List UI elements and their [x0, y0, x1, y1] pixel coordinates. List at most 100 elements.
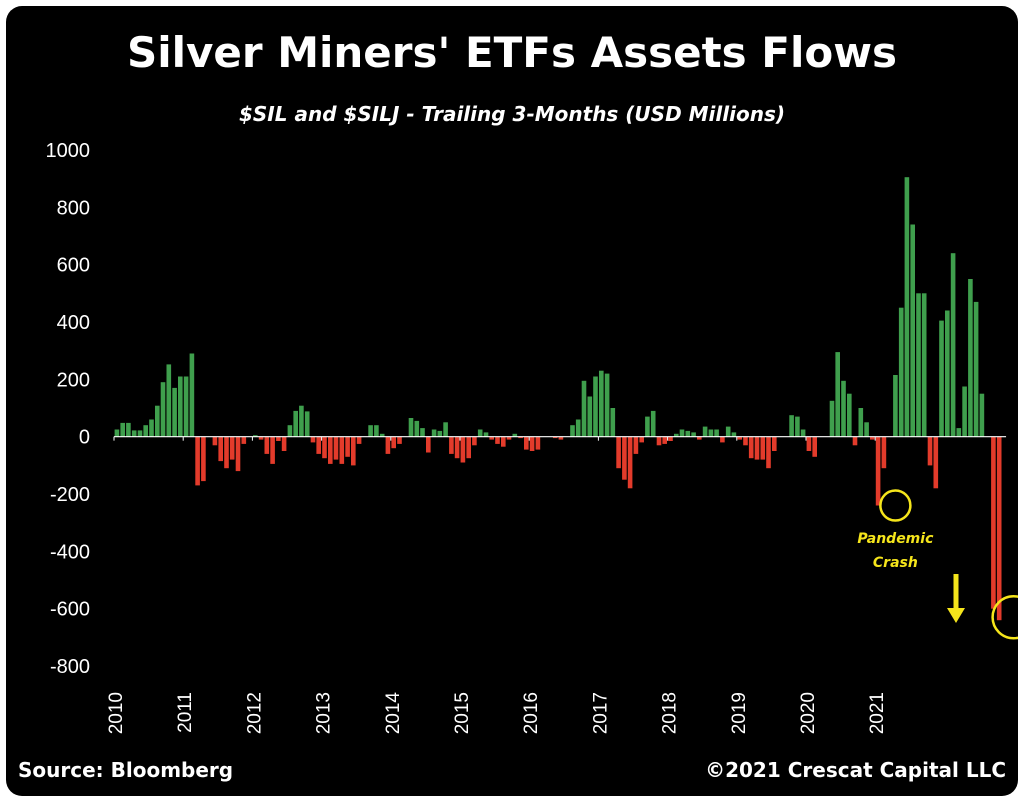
bar	[449, 436, 454, 454]
x-tick-label: 2010	[106, 692, 127, 734]
y-tick-label: 200	[57, 369, 90, 391]
bar	[437, 430, 443, 437]
bar	[674, 433, 679, 437]
bar	[835, 352, 840, 437]
bar	[760, 436, 766, 460]
bar	[391, 436, 396, 449]
bar	[489, 436, 494, 440]
bar	[155, 405, 160, 437]
bar	[841, 380, 846, 437]
bar	[737, 436, 742, 440]
bar	[622, 436, 627, 480]
x-tick-label: 2014	[383, 692, 404, 735]
bar	[570, 425, 575, 437]
bar	[656, 436, 662, 446]
bar	[806, 436, 812, 451]
bar	[800, 429, 806, 437]
bar	[921, 293, 927, 437]
bar	[639, 436, 644, 443]
chart-title: Silver Miners' ETFs Assets Flows	[126, 28, 898, 77]
bar	[898, 307, 904, 437]
bar	[662, 436, 667, 444]
source-label: Source: Bloomberg	[18, 758, 234, 782]
bar	[253, 435, 258, 437]
bar	[518, 436, 523, 439]
bar	[991, 436, 996, 609]
bar	[235, 436, 241, 472]
bar	[973, 301, 979, 437]
bar	[529, 436, 535, 451]
bar	[702, 426, 708, 437]
bar	[962, 386, 967, 437]
bar	[904, 177, 910, 437]
y-tick-label: 1000	[46, 140, 91, 162]
bar	[650, 410, 656, 437]
bar	[143, 425, 148, 437]
bar	[264, 436, 270, 454]
bar	[345, 436, 350, 457]
pandemic-crash-circle	[879, 489, 912, 522]
bar	[599, 370, 604, 437]
y-tick-label: -800	[50, 656, 90, 678]
bar	[201, 436, 206, 482]
bar	[431, 429, 437, 437]
y-tick-label: 800	[57, 197, 90, 219]
bar	[131, 430, 137, 437]
bar	[910, 224, 915, 437]
bar	[645, 416, 650, 437]
bar	[939, 320, 944, 437]
x-tick-label: 2020	[798, 692, 819, 734]
bar	[581, 380, 587, 437]
bar	[714, 429, 719, 437]
bar	[304, 411, 310, 437]
x-tick-label: 2011	[175, 692, 196, 733]
bar	[875, 436, 881, 506]
bar	[789, 415, 794, 437]
bar	[189, 353, 195, 437]
bar	[322, 436, 327, 459]
x-tick-label: 2012	[244, 692, 265, 734]
bar	[927, 436, 933, 466]
bar	[160, 382, 166, 437]
bar	[339, 436, 345, 464]
bar	[212, 436, 218, 446]
bar	[281, 436, 287, 451]
bar	[679, 429, 685, 437]
bar	[374, 425, 379, 437]
bar	[506, 436, 512, 440]
bar	[120, 422, 125, 437]
bar	[933, 436, 939, 489]
x-tick-label: 2017	[590, 692, 611, 734]
bar	[916, 293, 921, 437]
bar	[443, 422, 448, 437]
bar	[299, 405, 304, 437]
bar	[477, 429, 483, 437]
copyright-label: ©2021 Crescat Capital LLC	[705, 758, 1006, 782]
bar	[483, 432, 489, 437]
bar	[114, 429, 120, 437]
bar	[495, 436, 500, 444]
bar	[183, 376, 189, 437]
bar	[870, 436, 875, 440]
bar	[241, 436, 247, 444]
bar	[772, 436, 777, 451]
bar	[218, 436, 223, 462]
bar	[172, 387, 177, 437]
bar	[310, 436, 316, 443]
bar	[501, 436, 506, 447]
bar	[137, 430, 143, 437]
y-tick-label: 0	[79, 427, 90, 449]
bar	[328, 436, 333, 464]
bar	[472, 436, 477, 446]
bar	[575, 419, 581, 437]
bar	[149, 419, 154, 437]
bar	[178, 376, 183, 437]
bar	[368, 425, 373, 437]
bar	[731, 432, 737, 437]
bar	[524, 436, 529, 450]
x-tick-label: 2015	[452, 692, 473, 734]
x-tick-label: 2013	[314, 692, 335, 734]
bar	[754, 436, 760, 460]
bar	[466, 436, 471, 459]
bar	[333, 436, 339, 460]
